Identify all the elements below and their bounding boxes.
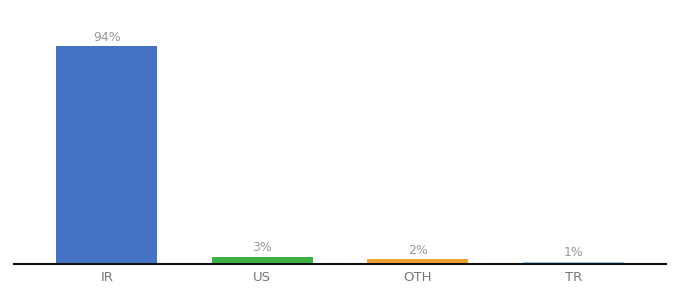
Bar [211,257,313,264]
Text: 2%: 2% [408,244,428,256]
Text: 1%: 1% [563,246,583,259]
Bar [523,262,624,264]
Text: 94%: 94% [93,31,121,44]
Bar [56,46,157,264]
Bar [367,260,469,264]
Text: 3%: 3% [252,241,272,254]
